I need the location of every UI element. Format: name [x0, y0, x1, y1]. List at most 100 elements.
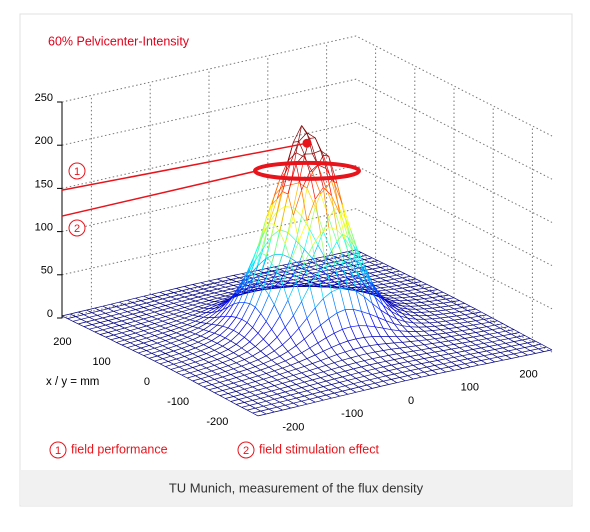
mesh-line — [195, 329, 204, 335]
mesh-line — [361, 311, 368, 326]
mesh-line — [404, 283, 411, 288]
mesh-line — [402, 342, 408, 348]
mesh-line — [266, 411, 275, 415]
mesh-line — [181, 319, 191, 324]
mesh-line — [268, 363, 278, 368]
mesh-line — [328, 278, 337, 281]
mesh-line — [217, 373, 223, 378]
mesh-line — [418, 326, 425, 332]
mesh-line — [211, 294, 220, 298]
mesh-line — [415, 344, 425, 347]
mesh-line — [361, 283, 368, 287]
mesh-line — [287, 345, 297, 352]
mesh-line — [407, 290, 414, 294]
mesh-line — [363, 360, 370, 366]
mesh-line — [70, 311, 79, 315]
mesh-line — [312, 262, 319, 266]
mesh-line — [502, 323, 509, 328]
mesh-line — [505, 329, 514, 332]
mesh-line — [336, 280, 343, 285]
mesh-line — [404, 292, 414, 295]
mesh-line — [320, 377, 327, 382]
mesh-line — [246, 280, 253, 285]
mesh-line — [206, 364, 215, 369]
mesh-line — [358, 274, 365, 297]
mesh-line — [473, 311, 482, 314]
mesh-line — [347, 287, 357, 292]
mesh-line — [246, 322, 253, 328]
mesh-line — [197, 341, 204, 346]
mesh-line — [178, 305, 185, 308]
mesh-line — [358, 276, 368, 289]
mesh-line — [323, 187, 332, 196]
mesh-line — [192, 335, 201, 341]
mesh-line — [198, 306, 204, 309]
mesh-line — [315, 399, 324, 403]
mesh-line — [312, 233, 321, 247]
mesh-line — [459, 321, 468, 324]
mesh-line — [459, 333, 468, 336]
mesh-line — [445, 332, 452, 337]
mesh-line — [391, 377, 400, 380]
mesh-line — [176, 320, 182, 324]
mesh-line — [260, 408, 269, 412]
mesh-line — [462, 305, 471, 308]
mesh-line — [276, 379, 283, 384]
mesh-line — [366, 286, 373, 304]
mesh-line — [519, 332, 525, 336]
mesh-line — [119, 334, 128, 338]
mesh-line — [263, 263, 272, 288]
mesh-line — [312, 150, 321, 155]
mesh-line — [298, 392, 305, 397]
mesh-line — [176, 332, 182, 336]
mesh-line — [448, 365, 457, 368]
mesh-line — [143, 340, 152, 344]
mesh-line — [151, 302, 161, 306]
mesh-line — [83, 312, 92, 316]
mesh-line — [453, 330, 463, 333]
mesh-line — [467, 332, 476, 335]
mesh-line — [347, 338, 357, 342]
mesh-line — [407, 289, 416, 292]
mesh-line — [279, 386, 288, 390]
mesh-line — [252, 384, 261, 388]
mesh-line — [176, 309, 182, 313]
mesh-line — [184, 317, 191, 321]
mesh-line — [473, 347, 482, 350]
mesh-line — [481, 335, 487, 340]
mesh-line — [143, 330, 150, 334]
mesh-line — [159, 311, 169, 315]
mesh-line — [306, 199, 316, 222]
mesh-line — [306, 373, 316, 377]
mesh-line — [217, 356, 226, 360]
mesh-line — [423, 308, 430, 313]
mesh-line — [279, 399, 288, 403]
mesh-line — [377, 343, 386, 345]
mesh-line — [309, 396, 318, 400]
mesh-line — [189, 308, 196, 312]
mesh-line — [413, 292, 419, 297]
mesh-line — [287, 281, 297, 285]
mesh-line — [320, 389, 329, 393]
mesh-line — [230, 316, 237, 318]
mesh-line — [328, 257, 337, 260]
grid-line — [61, 121, 553, 223]
mesh-line — [413, 349, 422, 352]
mesh-line — [192, 314, 199, 317]
mesh-line — [252, 386, 259, 391]
mesh-line — [527, 353, 536, 356]
mesh-line — [271, 359, 278, 365]
mesh-line — [470, 315, 479, 319]
mesh-line — [211, 370, 218, 375]
mesh-line — [206, 308, 215, 313]
mesh-line — [252, 350, 261, 357]
mesh-line — [211, 286, 218, 290]
mesh-line — [306, 388, 316, 392]
mesh-line — [208, 324, 218, 332]
mesh-line — [486, 326, 493, 331]
mesh-line — [350, 229, 357, 247]
mesh-line — [347, 340, 354, 350]
mesh-line — [159, 335, 169, 339]
mesh-line — [364, 388, 373, 391]
mesh-line — [121, 332, 128, 336]
